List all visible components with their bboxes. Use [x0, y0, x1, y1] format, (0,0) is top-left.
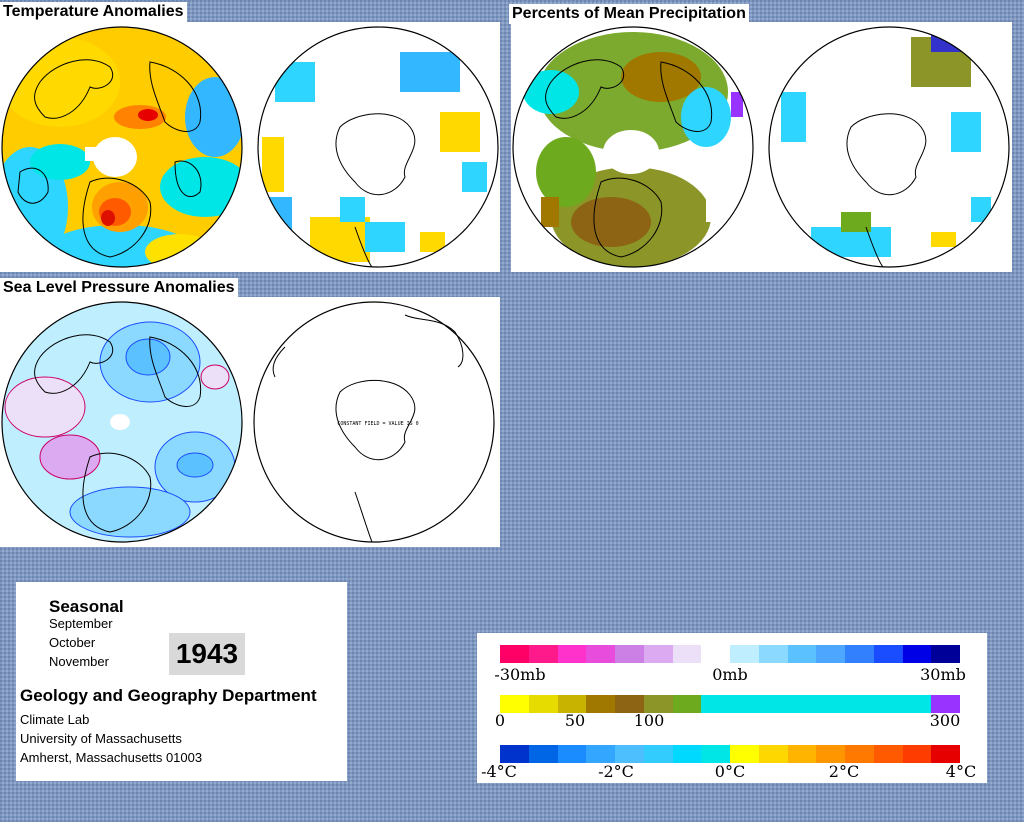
- temp-label-minus4: -4°C: [481, 762, 517, 781]
- temperature-swatch-10: [787, 745, 817, 763]
- precipitation-swatch-5: [643, 695, 673, 713]
- pressure-swatch-5: [643, 645, 673, 663]
- address-line-2: University of Massachusetts: [20, 731, 182, 746]
- temperature-swatch-3: [586, 745, 615, 763]
- pressure-swatch-8: [730, 645, 759, 663]
- precip-label-50: 50: [564, 711, 586, 730]
- precipitation-south-hemisphere-map: [769, 27, 1009, 267]
- pressure-south-hemisphere-map: CONSTANT FIELD = VALUE IS 0: [253, 301, 495, 543]
- temperature-color-bar: [500, 745, 960, 763]
- precipitation-swatch-10: [787, 695, 817, 713]
- pressure-swatch-9: [758, 645, 788, 663]
- temperature-swatch-2: [557, 745, 587, 763]
- temperature-swatch-9: [758, 745, 788, 763]
- month-november: November: [49, 654, 109, 669]
- temperature-swatch-8: [730, 745, 759, 763]
- precipitation-maps: [512, 26, 1010, 268]
- precipitation-swatch-3: [586, 695, 615, 713]
- precipitation-swatch-4: [615, 695, 644, 713]
- pressure-swatch-0: [500, 645, 529, 663]
- temperature-swatch-0: [500, 745, 529, 763]
- precipitation-swatch-7: [701, 695, 730, 713]
- pressure-north-hemisphere-map: [2, 302, 242, 542]
- temp-label-minus2: -2°C: [598, 762, 634, 781]
- precipitation-panel-title: Percents of Mean Precipitation: [509, 4, 749, 24]
- pressure-panel: CONSTANT FIELD = VALUE IS 0: [0, 297, 500, 547]
- precipitation-swatch-15: [931, 695, 960, 713]
- precip-label-300: 300: [929, 711, 961, 730]
- precip-label-0: 0: [494, 711, 506, 730]
- department-name: Geology and Geography Department: [20, 686, 317, 705]
- pressure-swatch-14: [902, 645, 932, 663]
- address-line-1: Climate Lab: [20, 712, 90, 727]
- temp-label-4: 4°C: [945, 762, 977, 781]
- pressure-panel-title: Sea Level Pressure Anomalies: [0, 278, 238, 298]
- pressure-swatch-3: [586, 645, 615, 663]
- precipitation-swatch-2: [557, 695, 587, 713]
- precipitation-panel: [511, 22, 1012, 272]
- pressure-color-bar: [500, 645, 960, 663]
- pressure-swatch-4: [615, 645, 644, 663]
- temperature-swatch-11: [816, 745, 845, 763]
- temperature-panel-title: Temperature Anomalies: [0, 2, 187, 22]
- precipitation-swatch-6: [672, 695, 702, 713]
- season-label: Seasonal: [49, 597, 124, 616]
- temperature-north-hemisphere-map: [2, 27, 242, 267]
- pressure-swatch-13: [873, 645, 903, 663]
- temperature-south-hemisphere-map: [258, 27, 498, 267]
- pressure-swatch-15: [931, 645, 960, 663]
- color-legend: -30mb 0mb 30mb 0 50 100 300 -4°C -2°C 0°…: [477, 633, 987, 783]
- pressure-swatch-6: [672, 645, 702, 663]
- pressure-swatch-1: [528, 645, 558, 663]
- precipitation-swatch-9: [758, 695, 788, 713]
- temperature-swatch-14: [902, 745, 932, 763]
- precipitation-north-hemisphere-map: [513, 27, 753, 267]
- pressure-swatch-2: [557, 645, 587, 663]
- temperature-swatch-4: [615, 745, 644, 763]
- temperature-swatch-1: [528, 745, 558, 763]
- pressure-maps: CONSTANT FIELD = VALUE IS 0: [1, 301, 495, 543]
- pressure-swatch-12: [845, 645, 874, 663]
- temperature-swatch-5: [643, 745, 673, 763]
- precipitation-swatch-13: [873, 695, 903, 713]
- address-line-3: Amherst, Massachusetts 01003: [20, 750, 203, 765]
- pressure-label-zero: 0mb: [712, 665, 748, 684]
- month-october: October: [49, 635, 96, 650]
- precipitation-color-bar: [500, 695, 960, 713]
- year-badge: 1943: [169, 633, 245, 675]
- temp-label-2: 2°C: [828, 762, 860, 781]
- temperature-swatch-7: [701, 745, 730, 763]
- pressure-label-max: 30mb: [920, 665, 966, 684]
- precipitation-swatch-1: [528, 695, 558, 713]
- precip-label-100: 100: [633, 711, 665, 730]
- temperature-swatch-13: [873, 745, 903, 763]
- temperature-maps: [1, 26, 499, 268]
- pressure-swatch-11: [816, 645, 845, 663]
- temperature-swatch-12: [845, 745, 874, 763]
- info-box: Seasonal September October November 1943…: [16, 582, 347, 781]
- constant-field-note: CONSTANT FIELD = VALUE IS 0: [337, 421, 418, 427]
- temperature-swatch-15: [931, 745, 960, 763]
- pressure-label-min: -30mb: [494, 665, 546, 684]
- precipitation-swatch-11: [816, 695, 845, 713]
- temperature-panel: [0, 22, 500, 272]
- precipitation-swatch-14: [902, 695, 932, 713]
- temp-label-0: 0°C: [714, 762, 746, 781]
- pressure-swatch-7: [701, 645, 730, 663]
- precipitation-swatch-0: [500, 695, 529, 713]
- precipitation-swatch-12: [845, 695, 874, 713]
- pressure-swatch-10: [787, 645, 817, 663]
- precipitation-swatch-8: [730, 695, 759, 713]
- temperature-swatch-6: [672, 745, 702, 763]
- month-september: September: [49, 616, 113, 631]
